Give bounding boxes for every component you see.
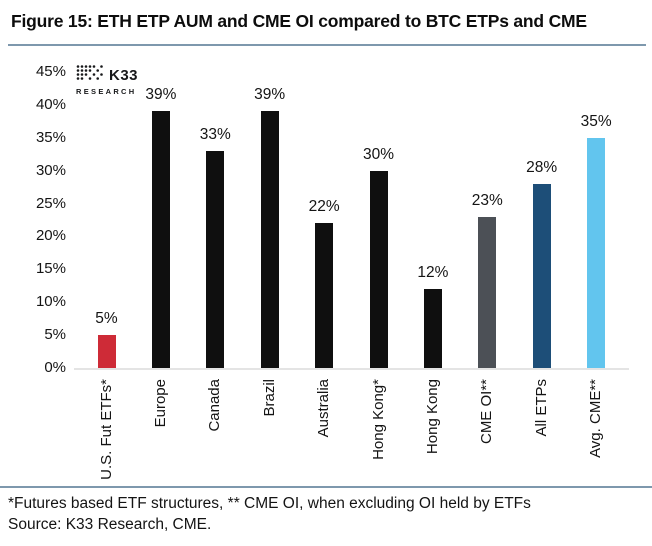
y-axis: 45% 40% 35% 30% 25% 20% 15% 10% 5% 0% xyxy=(0,0,66,400)
value-label-brazil: 39% xyxy=(254,86,286,104)
k33-dots-icon xyxy=(76,64,103,86)
x-label-u-s-fut-etfs: U.S. Fut ETFs* xyxy=(97,379,115,480)
plot-area: 5% U.S. Fut ETFs* 39% Europe 33% Canada 39% Bra… xyxy=(95,86,612,480)
bar-australia xyxy=(315,223,334,368)
x-label-australia: Australia xyxy=(315,379,333,438)
y-tick-20: 20% xyxy=(35,227,66,245)
value-label-cme-oi: 23% xyxy=(471,191,503,209)
x-label-cme-oi: CME OI** xyxy=(478,379,496,445)
figure-title: Figure 15: ETH ETP AUM and CME OI compar… xyxy=(11,11,587,31)
footer-divider xyxy=(0,486,652,488)
y-tick-45: 45% xyxy=(35,63,66,80)
bar-canada xyxy=(206,150,225,368)
value-label-u-s-fut-etfs: 5% xyxy=(95,310,118,328)
logo-k33-text: K33 xyxy=(109,66,139,84)
x-axis-line xyxy=(74,368,629,370)
value-label-avg-cme: 35% xyxy=(580,112,612,130)
footnote-line: *Futures based ETF structures, ** CME OI… xyxy=(8,495,531,512)
x-label-europe: Europe xyxy=(151,379,169,428)
bar-hong-kong xyxy=(423,289,442,368)
bar-avg-cme xyxy=(587,137,606,368)
x-label-hong-kong: Hong Kong xyxy=(423,379,441,455)
x-label-brazil: Brazil xyxy=(260,379,278,417)
k33-research-logo: K33 RESEARCH xyxy=(76,64,138,96)
value-label-canada: 33% xyxy=(199,125,231,143)
y-tick-40: 40% xyxy=(35,95,66,113)
x-label-all-etps: All ETPs xyxy=(532,379,550,437)
value-label-australia: 22% xyxy=(308,198,340,216)
value-label-hong-kong: 30% xyxy=(362,145,395,163)
bar-u-s-fut-etfs xyxy=(97,335,116,368)
value-label-all-etps: 28% xyxy=(526,158,558,176)
y-tick-5: 5% xyxy=(44,326,66,344)
x-label-avg-cme: Avg. CME** xyxy=(587,379,605,458)
x-label-canada: Canada xyxy=(206,379,224,432)
y-tick-0: 0% xyxy=(44,359,66,376)
bar-europe xyxy=(151,111,170,368)
y-tick-25: 25% xyxy=(35,194,66,212)
bar-hong-kong xyxy=(369,170,388,368)
bar-all-etps xyxy=(532,183,551,368)
y-tick-30: 30% xyxy=(35,161,66,179)
logo-research-text: RESEARCH xyxy=(76,87,137,96)
y-tick-10: 10% xyxy=(35,293,66,311)
bar-cme-oi xyxy=(478,216,497,368)
y-tick-35: 35% xyxy=(35,128,66,146)
x-label-hong-kong: Hong Kong* xyxy=(369,379,387,460)
value-label-hong-kong: 12% xyxy=(417,264,449,282)
title-divider xyxy=(8,44,646,46)
y-tick-15: 15% xyxy=(35,260,66,278)
bar-brazil xyxy=(260,111,279,368)
value-label-europe: 39% xyxy=(145,86,177,104)
source-line: Source: K33 Research, CME. xyxy=(8,516,212,533)
